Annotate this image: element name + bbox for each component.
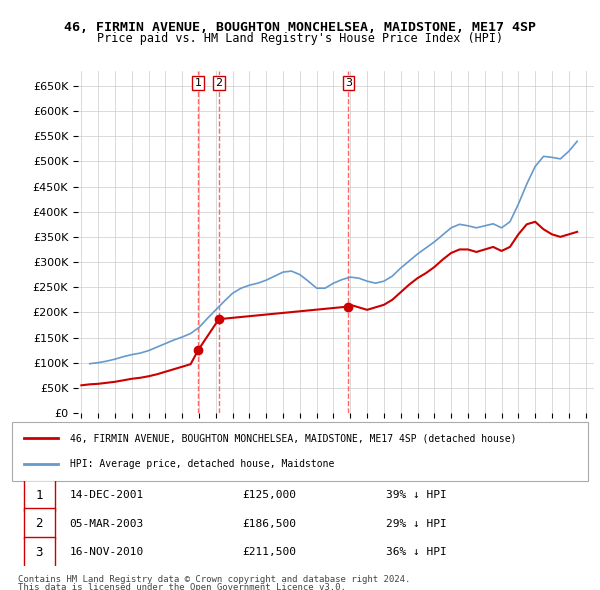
Text: 1: 1 (194, 78, 202, 88)
Text: 39% ↓ HPI: 39% ↓ HPI (386, 490, 447, 500)
Text: 3: 3 (345, 78, 352, 88)
Text: 46, FIRMIN AVENUE, BOUGHTON MONCHELSEA, MAIDSTONE, ME17 4SP (detached house): 46, FIRMIN AVENUE, BOUGHTON MONCHELSEA, … (70, 434, 516, 443)
Text: Price paid vs. HM Land Registry's House Price Index (HPI): Price paid vs. HM Land Registry's House … (97, 32, 503, 45)
FancyBboxPatch shape (23, 537, 55, 568)
Text: 16-NOV-2010: 16-NOV-2010 (70, 547, 144, 557)
Text: £186,500: £186,500 (242, 519, 296, 529)
FancyBboxPatch shape (12, 422, 588, 481)
Text: 14-DEC-2001: 14-DEC-2001 (70, 490, 144, 500)
Text: £211,500: £211,500 (242, 547, 296, 557)
Text: £125,000: £125,000 (242, 490, 296, 500)
Text: HPI: Average price, detached house, Maidstone: HPI: Average price, detached house, Maid… (70, 460, 334, 469)
Text: 1: 1 (35, 489, 43, 502)
Text: Contains HM Land Registry data © Crown copyright and database right 2024.: Contains HM Land Registry data © Crown c… (18, 575, 410, 584)
FancyBboxPatch shape (23, 480, 55, 510)
FancyBboxPatch shape (23, 508, 55, 539)
Text: 2: 2 (35, 517, 43, 530)
Text: 05-MAR-2003: 05-MAR-2003 (70, 519, 144, 529)
Text: 29% ↓ HPI: 29% ↓ HPI (386, 519, 447, 529)
Text: 3: 3 (35, 546, 43, 559)
Text: 46, FIRMIN AVENUE, BOUGHTON MONCHELSEA, MAIDSTONE, ME17 4SP: 46, FIRMIN AVENUE, BOUGHTON MONCHELSEA, … (64, 21, 536, 34)
Text: 36% ↓ HPI: 36% ↓ HPI (386, 547, 447, 557)
Text: 2: 2 (215, 78, 223, 88)
Text: This data is licensed under the Open Government Licence v3.0.: This data is licensed under the Open Gov… (18, 583, 346, 590)
